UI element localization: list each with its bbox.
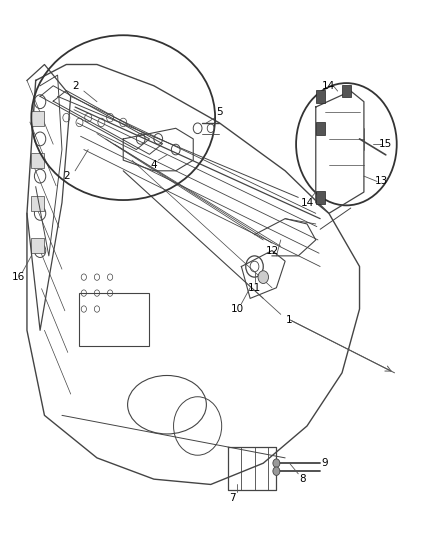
- Text: 13: 13: [374, 176, 387, 187]
- Bar: [341, 85, 350, 98]
- Text: 15: 15: [378, 139, 392, 149]
- Circle shape: [272, 459, 279, 467]
- Text: 9: 9: [321, 458, 327, 468]
- Text: 8: 8: [299, 474, 305, 484]
- Text: 14: 14: [300, 198, 313, 208]
- Bar: [31, 238, 44, 253]
- Bar: [31, 196, 44, 211]
- Text: 5: 5: [215, 107, 223, 117]
- Text: 2: 2: [63, 171, 70, 181]
- Bar: [315, 191, 324, 204]
- Bar: [31, 111, 44, 126]
- Bar: [79, 293, 149, 346]
- Bar: [315, 122, 324, 135]
- Text: 10: 10: [230, 304, 243, 314]
- Text: 7: 7: [229, 492, 235, 503]
- Text: 4: 4: [150, 160, 157, 171]
- Circle shape: [272, 467, 279, 475]
- Text: 2: 2: [71, 81, 78, 91]
- Text: 11: 11: [247, 283, 261, 293]
- Text: 12: 12: [265, 246, 278, 255]
- Circle shape: [258, 271, 268, 284]
- Text: 14: 14: [321, 81, 335, 91]
- Text: 16: 16: [11, 272, 25, 282]
- Bar: [31, 154, 44, 168]
- Bar: [315, 90, 324, 103]
- Text: 1: 1: [286, 314, 292, 325]
